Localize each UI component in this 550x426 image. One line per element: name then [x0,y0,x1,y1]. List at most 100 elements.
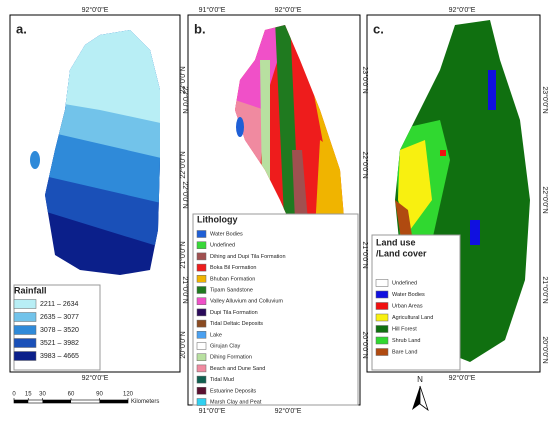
north-arrow [412,385,429,412]
coord-label: 23°0'0"N [541,86,549,113]
legend-swatch [13,312,37,322]
legend-swatch [13,338,37,348]
legend-item: Dihing and Dupi Tila Formation [210,254,286,260]
legend-swatch [196,308,207,317]
scale-segment [42,400,71,403]
legend-item: 2635 – 3077 [40,314,79,321]
coord-label: 22°0'0"N [361,151,369,178]
coord-label: 20°0'0"N [541,336,549,363]
legend-swatch [196,252,207,261]
legend-item: Hill Forest [392,326,417,332]
island [30,151,40,169]
legend-item: Girujan Clay [210,343,241,349]
legend-swatch [196,297,207,305]
legend-item: Urban Areas [392,303,423,309]
legend-item: 2211 – 2634 [40,301,79,308]
legend-item: Beach and Dune Sand [210,366,265,372]
coord-label: 20°0'0"N [179,331,187,358]
legend-swatch [196,230,207,238]
north-label: N [417,375,423,384]
legend-swatch [375,348,389,356]
legend-swatch [375,279,389,287]
legend-item: 3521 – 3982 [40,340,79,347]
legend-swatch [196,364,207,373]
island [236,117,244,137]
legend-item: Tidal Mud [210,377,234,383]
scale-unit: Kilometers [131,399,159,405]
coord-label: 22°0'0"N [179,151,187,178]
legend-swatch [196,387,207,395]
legend-swatch [196,342,207,350]
legend-item: 3983 – 4665 [40,353,79,360]
legend-swatch [196,263,207,272]
legend-item: Estuarine Deposits [210,388,256,394]
coord-label: 92°0'0"E [275,6,302,14]
coord-label: 21°0'0"N [179,241,187,268]
panel-label: b. [194,21,206,36]
legend-item: Water Bodies [210,231,243,237]
coord-label: 92°0'0"E [82,6,109,14]
legend-swatch [13,325,37,335]
coord-label: 23°0'0"N [181,86,189,113]
coord-label: 21°0'0"N [541,276,549,303]
legend-title: Land use [376,237,416,247]
scale-label: 30 [39,392,46,398]
legend-swatch [375,302,389,310]
coord-label: 22°0'0"N [541,186,549,213]
coord-label: 22°0'0"N [181,181,189,208]
legend-swatch [13,299,37,309]
legend-swatch [13,351,37,361]
scale-label: 15 [25,392,32,398]
panel-label: a. [16,21,27,36]
legend-swatch [196,286,207,294]
scale-label: 90 [96,392,103,398]
legend-swatch [375,336,389,345]
legend-item: Agricultural Land [392,315,433,321]
legend-item: Water Bodies [392,292,425,298]
panel-label: c. [373,21,384,36]
legend-item: Valley Alluvium and Colluvium [210,299,283,305]
scale-segment [14,400,29,403]
legend-item: Undefined [392,280,417,286]
coord-label: 91°0'0"E [199,6,226,14]
legend-item: Undefined [210,243,235,249]
scale-label: 120 [123,392,134,398]
coord-label: 91°0'0"E [199,407,226,415]
legend-swatch [196,375,207,384]
scale-segment [99,400,128,403]
legend-title: Rainfall [14,285,47,295]
legend-swatch [196,353,207,361]
coord-label: 20°0'0"N [361,331,369,358]
panel-frame [366,14,541,373]
legend-item: Bare Land [392,349,417,355]
scale-label: 60 [68,392,75,398]
coord-label: 21°0'0"N [181,276,189,303]
legend-item: Tipam Sandstone [210,287,253,293]
coord-label: 21°0'0"N [361,241,369,268]
coord-label: 92°0'0"E [82,374,109,382]
legend-title: Lithology [197,214,238,224]
legend-item: Lake [210,332,222,338]
legend-item: Dupi Tila Formation [210,310,258,316]
legend-item: Dihing Formation [210,355,252,361]
legend-swatch [375,313,389,322]
legend-swatch [196,241,207,249]
coord-label: 92°0'0"E [449,6,476,14]
scale-label: 0 [12,392,16,398]
coord-label: 92°0'0"E [449,374,476,382]
legend-swatch [196,319,207,328]
legend-item: Bhuban Formation [210,276,255,282]
coord-label: 23°0'0"N [179,66,187,93]
coord-label: 92°0'0"E [275,407,302,415]
legend-swatch [196,331,207,339]
panel-frame [9,14,181,373]
coord-label: 23°0'0"N [361,66,369,93]
legend-title: /Land cover [376,248,427,258]
legend-item: 3078 – 3520 [40,327,79,334]
legend-item: Marsh Clay and Peat [210,399,262,405]
legend-box [192,213,359,406]
legend-item: Shrub Land [392,338,420,344]
legend-item: Tidal Deltaic Deposits [210,321,263,327]
legend-swatch [375,325,389,333]
